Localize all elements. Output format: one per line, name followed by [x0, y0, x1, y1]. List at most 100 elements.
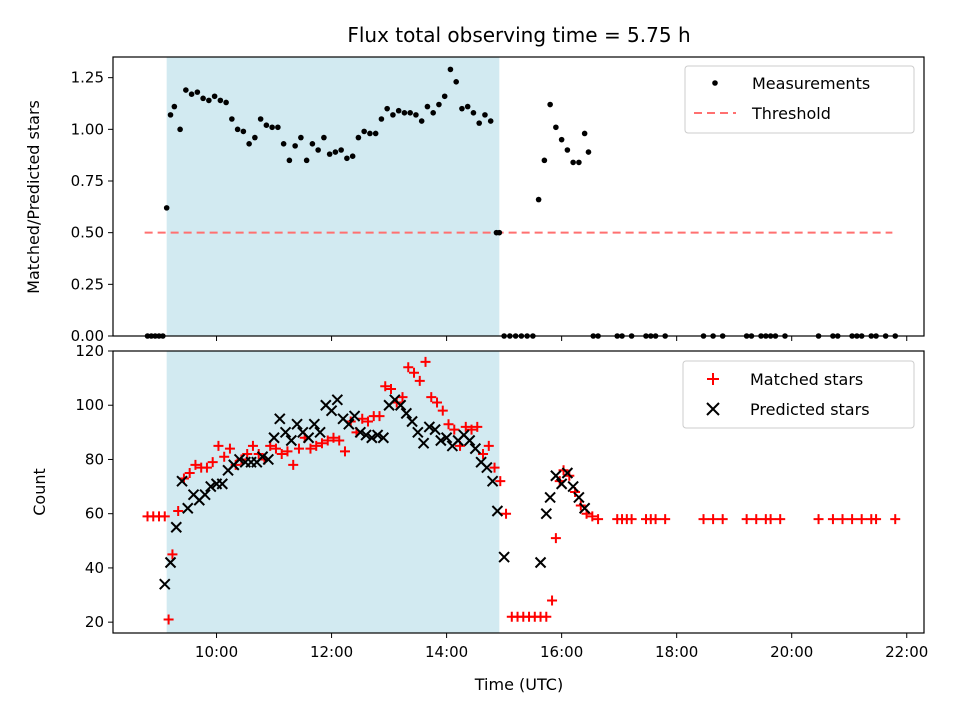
measurement-point: [332, 149, 339, 155]
measurement-point: [355, 134, 362, 141]
measurement-point: [430, 110, 436, 116]
predicted-star-point: [164, 556, 177, 569]
ratio-plot-frame: [112, 56, 925, 337]
matched-star-point: [472, 421, 483, 432]
predicted-star-point: [302, 432, 315, 444]
predicted-star-point: [205, 480, 217, 493]
matched-star-point: [443, 419, 454, 430]
predicted-star-point: [394, 399, 407, 411]
predicted-star-point: [540, 507, 553, 520]
matched-star-point: [276, 449, 287, 460]
ratio-y-tick-label: 0.50: [71, 224, 104, 242]
predicted-star-point: [291, 418, 303, 430]
matched-star-point: [322, 435, 333, 446]
measurement-point: [321, 134, 327, 141]
matched-star-point: [380, 381, 391, 392]
measurement-point: [246, 141, 252, 147]
measurement-point: [234, 126, 241, 133]
measurement-point: [413, 112, 419, 118]
predicted-star-point: [400, 407, 413, 420]
matched-star-point: [167, 549, 178, 560]
count-x-tick-label: 18:00: [655, 643, 698, 661]
predicted-star-point: [440, 432, 453, 444]
matched-star-point: [890, 514, 901, 525]
predicted-star-point: [325, 404, 338, 417]
measurement-point: [395, 107, 402, 114]
measurement-point: [252, 134, 258, 141]
measurement-points: [144, 66, 899, 339]
count-y-tick-label: 100: [75, 396, 104, 414]
measurement-point: [229, 116, 235, 122]
ratio-legend-box: [684, 65, 915, 134]
predicted-star-point: [435, 434, 447, 447]
matched-star-point: [813, 514, 824, 525]
measurement-point: [378, 116, 385, 122]
measurement-point: [326, 151, 333, 157]
matched-star-point: [871, 514, 882, 525]
measurement-point: [309, 141, 316, 147]
measurement-point: [303, 157, 310, 164]
count-x-tick-label: 22:00: [885, 643, 928, 661]
matched-star-point: [708, 514, 719, 525]
ratio-y-tick-label: 0.75: [71, 172, 104, 190]
matched-star-point: [751, 514, 762, 525]
measurement-point: [476, 120, 482, 126]
matched-star-point: [426, 392, 437, 403]
measurement-point: [217, 97, 224, 104]
predicted-star-point: [406, 415, 418, 428]
predicted-star-point: [423, 421, 436, 433]
matched-star-point: [173, 505, 184, 516]
predicted-star-point: [285, 434, 298, 447]
measurement-point: [482, 112, 488, 118]
legend-predicted-label: Predicted stars: [750, 400, 870, 419]
count-observing-window: [166, 351, 500, 633]
matched-star-point: [201, 462, 212, 473]
measurement-point: [558, 136, 565, 143]
measurement-point: [570, 159, 576, 166]
matched-star-point: [495, 476, 506, 487]
predicted-star-point: [354, 426, 367, 439]
measurement-point: [211, 93, 218, 100]
predicted-star-point: [567, 480, 579, 493]
predicted-star-point: [360, 429, 372, 441]
matched-star-point: [374, 411, 385, 422]
matched-star-point: [163, 614, 174, 625]
measurement-point: [401, 110, 408, 116]
matched-star-point: [827, 514, 838, 525]
measurement-point: [470, 110, 477, 116]
matched-star-point: [775, 514, 786, 525]
measurement-point: [338, 147, 344, 153]
matched-star-point: [660, 514, 671, 525]
predicted-star-point: [377, 432, 390, 444]
matched-star-point: [270, 443, 281, 454]
matched-star-point: [626, 514, 637, 525]
measurement-point: [167, 112, 174, 118]
matched-star-point: [437, 405, 448, 416]
ratio-y-tick-label: 0.25: [71, 275, 104, 293]
measurement-point: [418, 118, 425, 124]
measurement-point: [407, 110, 413, 116]
ratio-x-ticks: [216, 336, 908, 341]
count-y-tick-label: 40: [85, 559, 104, 577]
chart-title: Flux total observing time = 5.75 h: [347, 23, 690, 47]
ratio-y-ticks: 0.00 0.25 0.50 0.75 1.00 1.25: [71, 69, 113, 345]
measurement-point: [453, 79, 459, 85]
ratio-y-tick-label: 1.00: [71, 120, 104, 138]
matched-stars-points: [142, 356, 901, 625]
measurement-point: [441, 93, 448, 100]
legend-matched-label: Matched stars: [750, 370, 863, 389]
measurement-point: [223, 99, 229, 106]
predicted-star-point: [268, 432, 280, 444]
matched-star-point: [334, 435, 345, 446]
predicted-star-point: [182, 502, 194, 514]
matched-star-point: [765, 514, 776, 525]
measurement-point: [315, 147, 321, 153]
legend-matched-marker: [707, 373, 719, 385]
predicted-star-point: [216, 478, 228, 490]
predicted-star-point: [274, 413, 286, 425]
predicted-star-point: [176, 475, 188, 487]
measurement-point: [292, 143, 298, 149]
matched-star-point: [288, 459, 299, 470]
count-y-tick-label: 20: [85, 613, 104, 631]
